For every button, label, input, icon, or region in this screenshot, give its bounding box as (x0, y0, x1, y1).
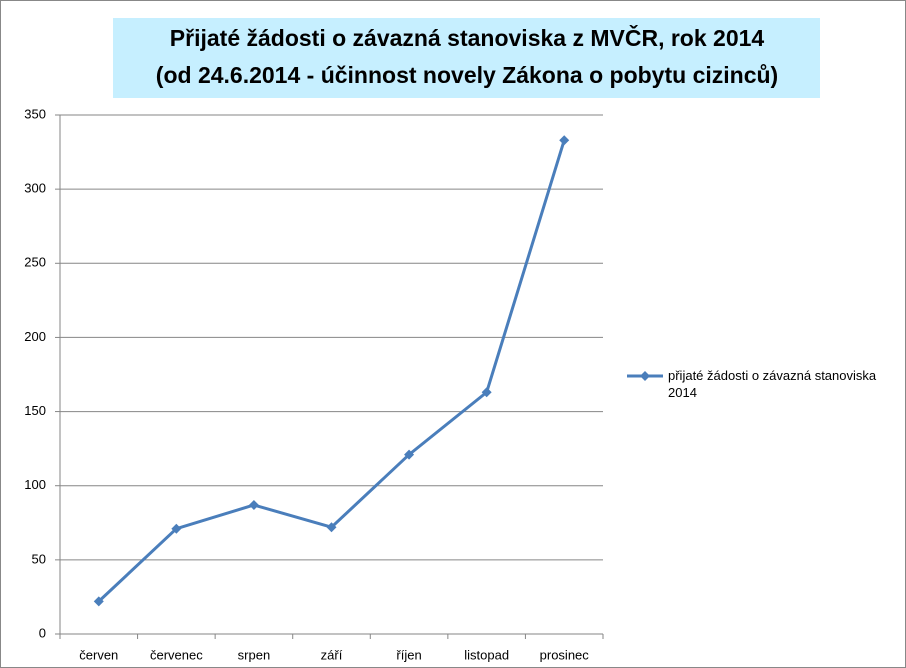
y-tick-label: 0 (39, 625, 46, 640)
data-point (559, 135, 570, 146)
legend-marker (640, 371, 650, 381)
data-point (93, 596, 104, 607)
x-tick-label: srpen (238, 647, 271, 662)
x-tick-label: listopad (464, 647, 509, 662)
y-tick-label: 150 (24, 403, 46, 418)
chart-title: (od 24.6.2014 - účinnost novely Zákona o… (156, 62, 778, 88)
y-tick-label: 100 (24, 477, 46, 492)
data-point (171, 523, 182, 534)
data-point (404, 449, 415, 460)
y-tick-label: 300 (24, 181, 46, 196)
x-tick-label: prosinec (540, 647, 590, 662)
legend-text: přijaté žádosti o závazná stanoviska 201… (668, 368, 877, 400)
data-point (481, 387, 492, 398)
x-tick-label: říjen (396, 647, 421, 662)
title-background (113, 18, 820, 98)
y-tick-label: 50 (32, 551, 46, 566)
data-point (326, 522, 337, 533)
x-tick-label: září (321, 647, 343, 662)
y-tick-label: 200 (24, 329, 46, 344)
y-tick-label: 350 (24, 106, 46, 121)
data-point (248, 499, 259, 510)
y-tick-label: 250 (24, 255, 46, 270)
x-tick-label: červen (79, 647, 118, 662)
x-tick-label: červenec (150, 647, 203, 662)
chart-title: Přijaté žádosti o závazná stanoviska z M… (170, 24, 765, 51)
